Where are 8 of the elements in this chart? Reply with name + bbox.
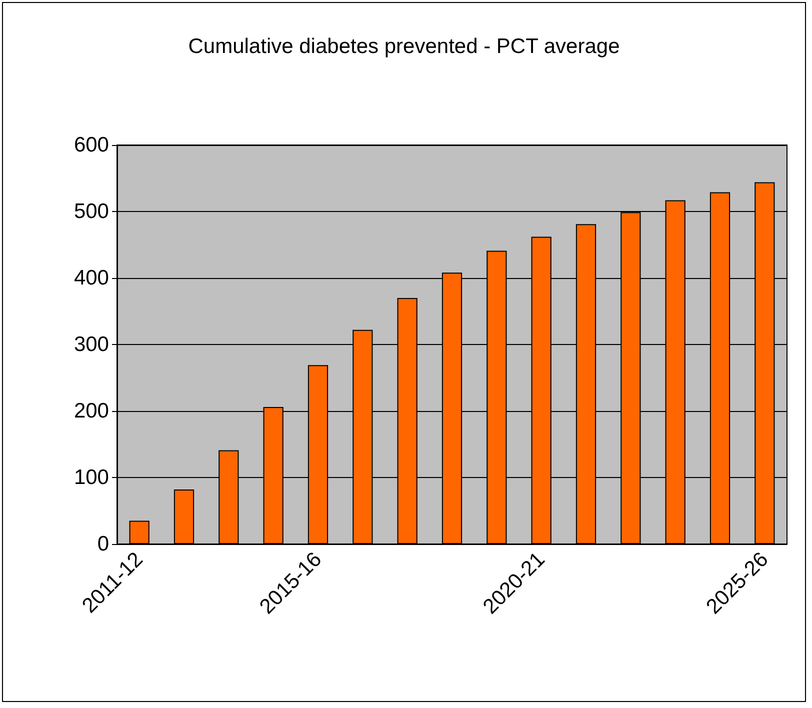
y-tick-label: 600 bbox=[74, 134, 109, 156]
y-tick-label: 500 bbox=[74, 200, 109, 223]
chart-title: Cumulative diabetes prevented - PCT average bbox=[188, 35, 620, 58]
y-tick-label: 200 bbox=[74, 400, 109, 422]
y-tick-label: 0 bbox=[97, 532, 109, 556]
y-tick-label: 300 bbox=[74, 333, 109, 356]
y-tick-label: 400 bbox=[74, 266, 109, 290]
y-tick-label: 100 bbox=[74, 466, 109, 489]
